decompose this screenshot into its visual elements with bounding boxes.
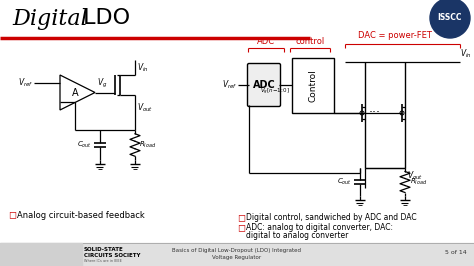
Text: ISSCC: ISSCC (438, 14, 462, 23)
Text: Voltage Regulator: Voltage Regulator (212, 255, 262, 260)
Text: SOLID-STATE: SOLID-STATE (84, 247, 124, 252)
Text: Analog circuit-based feedback: Analog circuit-based feedback (17, 210, 145, 219)
Text: CIRCUITS SOCIETY: CIRCUITS SOCIETY (84, 253, 140, 258)
Text: DAC = power-FET: DAC = power-FET (358, 31, 432, 40)
Text: ◻: ◻ (237, 213, 245, 223)
Circle shape (430, 0, 470, 38)
Text: $V_{out}$: $V_{out}$ (407, 170, 423, 182)
Bar (292, 58, 334, 113)
FancyBboxPatch shape (247, 64, 281, 106)
Text: $V_{in}$: $V_{in}$ (460, 48, 472, 60)
Text: LDO: LDO (76, 8, 130, 28)
Text: Control: Control (309, 69, 318, 102)
Text: ADC: ADC (257, 37, 275, 46)
Text: digital to analog converter: digital to analog converter (246, 231, 348, 240)
Text: A: A (72, 88, 79, 98)
Bar (0, 243, 474, 266)
Text: $V_{in}$: $V_{in}$ (137, 62, 149, 74)
Text: $C_{out}$: $C_{out}$ (77, 140, 92, 150)
Text: Digital control, sandwiched by ADC and DAC: Digital control, sandwiched by ADC and D… (246, 214, 417, 222)
Text: ◻: ◻ (8, 210, 16, 220)
Text: $V_{ref}$: $V_{ref}$ (222, 79, 237, 91)
Bar (0, 243, 82, 266)
Text: $V_g[n\!-\!1\!:\!0]$: $V_g[n\!-\!1\!:\!0]$ (260, 87, 290, 97)
Text: Where ICs are in IEEE: Where ICs are in IEEE (84, 259, 122, 263)
Text: $R_{load}$: $R_{load}$ (410, 177, 428, 187)
Text: Digital: Digital (12, 8, 88, 30)
Text: 5 of 14: 5 of 14 (445, 251, 467, 256)
Text: $V_{out}$: $V_{out}$ (137, 101, 153, 114)
Text: control: control (295, 37, 325, 46)
Text: ADC: analog to digital converter, DAC:: ADC: analog to digital converter, DAC: (246, 223, 393, 232)
Text: Basics of Digital Low-Dropout (LDO) Integrated: Basics of Digital Low-Dropout (LDO) Inte… (173, 248, 301, 253)
Text: ···: ··· (369, 106, 381, 119)
Text: $V_{ref}$: $V_{ref}$ (18, 77, 33, 89)
Text: $R_{load}$: $R_{load}$ (139, 140, 156, 150)
Text: $C_{out}$: $C_{out}$ (337, 177, 352, 187)
Text: $V_g$: $V_g$ (97, 76, 108, 89)
Text: ADC: ADC (253, 80, 275, 90)
Text: ◻: ◻ (237, 223, 245, 233)
